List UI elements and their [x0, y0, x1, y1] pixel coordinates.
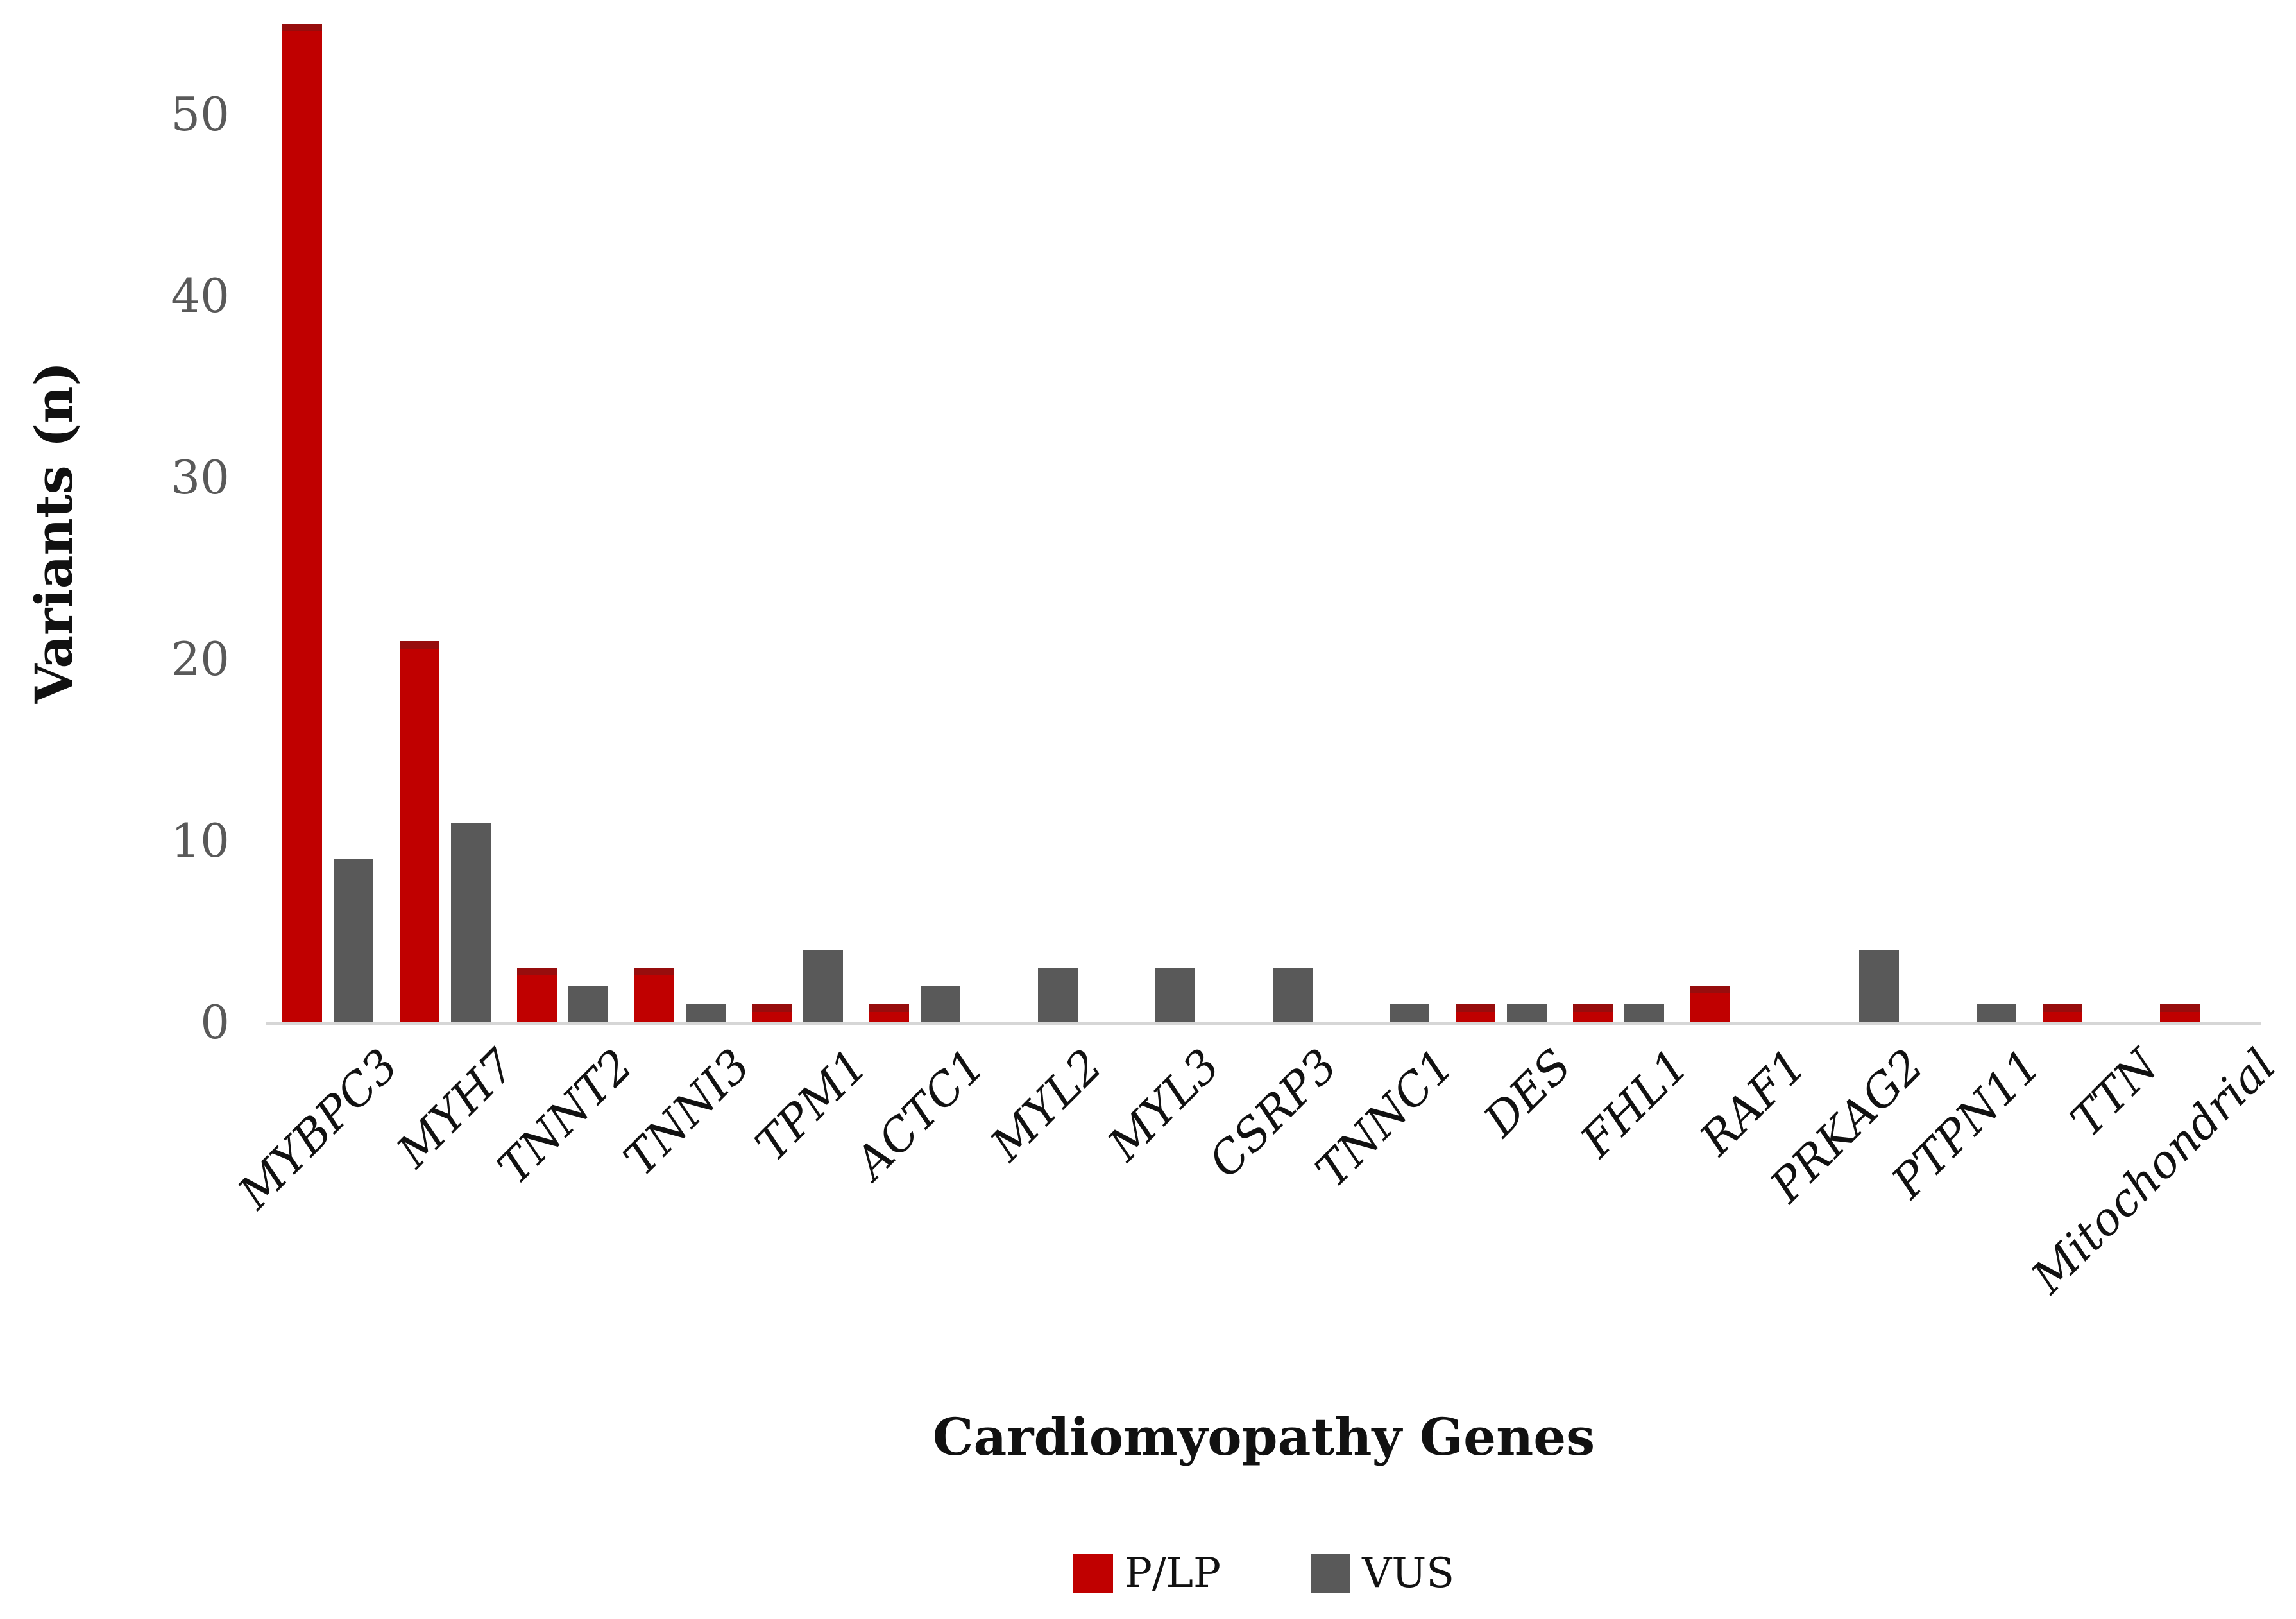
bar-plp-TNNT2	[516, 968, 557, 1022]
bar-plp-MYBPC3	[282, 23, 322, 1022]
bar-vus-PRKAG2	[1859, 949, 1900, 1022]
bar-vus-DES	[1507, 1004, 1547, 1022]
bar-vus-TNNI3	[685, 1004, 726, 1022]
bar-plp-ACTC1	[869, 1004, 909, 1022]
bar-vus-TNNT2	[568, 986, 608, 1022]
x-axis-line	[266, 1022, 2261, 1025]
bar-vus-PTPN11	[1977, 1004, 2017, 1022]
legend-label: VUS	[1362, 1550, 1455, 1597]
x-axis-title: Cardiomyopathy Genes	[932, 1407, 1595, 1467]
bar-plp-DES	[1456, 1004, 1496, 1022]
legend-item-plp: P/LP	[1073, 1553, 1221, 1594]
y-tick-label: 50	[171, 87, 230, 141]
legend-label: P/LP	[1124, 1550, 1221, 1597]
bar-plp-Mitochondrial	[2160, 1004, 2200, 1022]
bar-vus-MYBPC3	[334, 859, 373, 1022]
bar-vus-MYL3	[1155, 968, 1195, 1022]
bar-vus-ACTC1	[920, 986, 960, 1022]
bar-plp-MYH7	[399, 640, 439, 1022]
legend-swatch-icon	[1073, 1554, 1113, 1593]
legend-swatch-icon	[1311, 1554, 1351, 1593]
y-tick-label: 40	[171, 269, 230, 323]
bar-vus-FHL1	[1624, 1004, 1665, 1022]
bar-plp-RAF1	[1690, 986, 1731, 1022]
y-tick-label: 10	[171, 814, 230, 868]
legend: P/LP VUS	[266, 1553, 2261, 1594]
bar-plp-TTN	[2043, 1004, 2083, 1022]
y-tick-label: 20	[171, 632, 230, 686]
y-axis-title: Variants (n)	[24, 361, 84, 704]
bar-vus-TNNC1	[1390, 1004, 1430, 1022]
bar-plp-TNNI3	[634, 968, 674, 1022]
bar-vus-MYL2	[1037, 968, 1078, 1022]
y-tick-label: 0	[200, 995, 230, 1049]
bar-vus-CSRP3	[1272, 968, 1313, 1022]
bar-vus-TPM1	[803, 949, 843, 1022]
bar-plp-FHL1	[1573, 1004, 1613, 1022]
bar-plp-TPM1	[751, 1004, 792, 1022]
bar-vus-MYH7	[450, 822, 491, 1022]
legend-item-vus: VUS	[1311, 1553, 1454, 1594]
y-tick-label: 30	[171, 450, 230, 504]
